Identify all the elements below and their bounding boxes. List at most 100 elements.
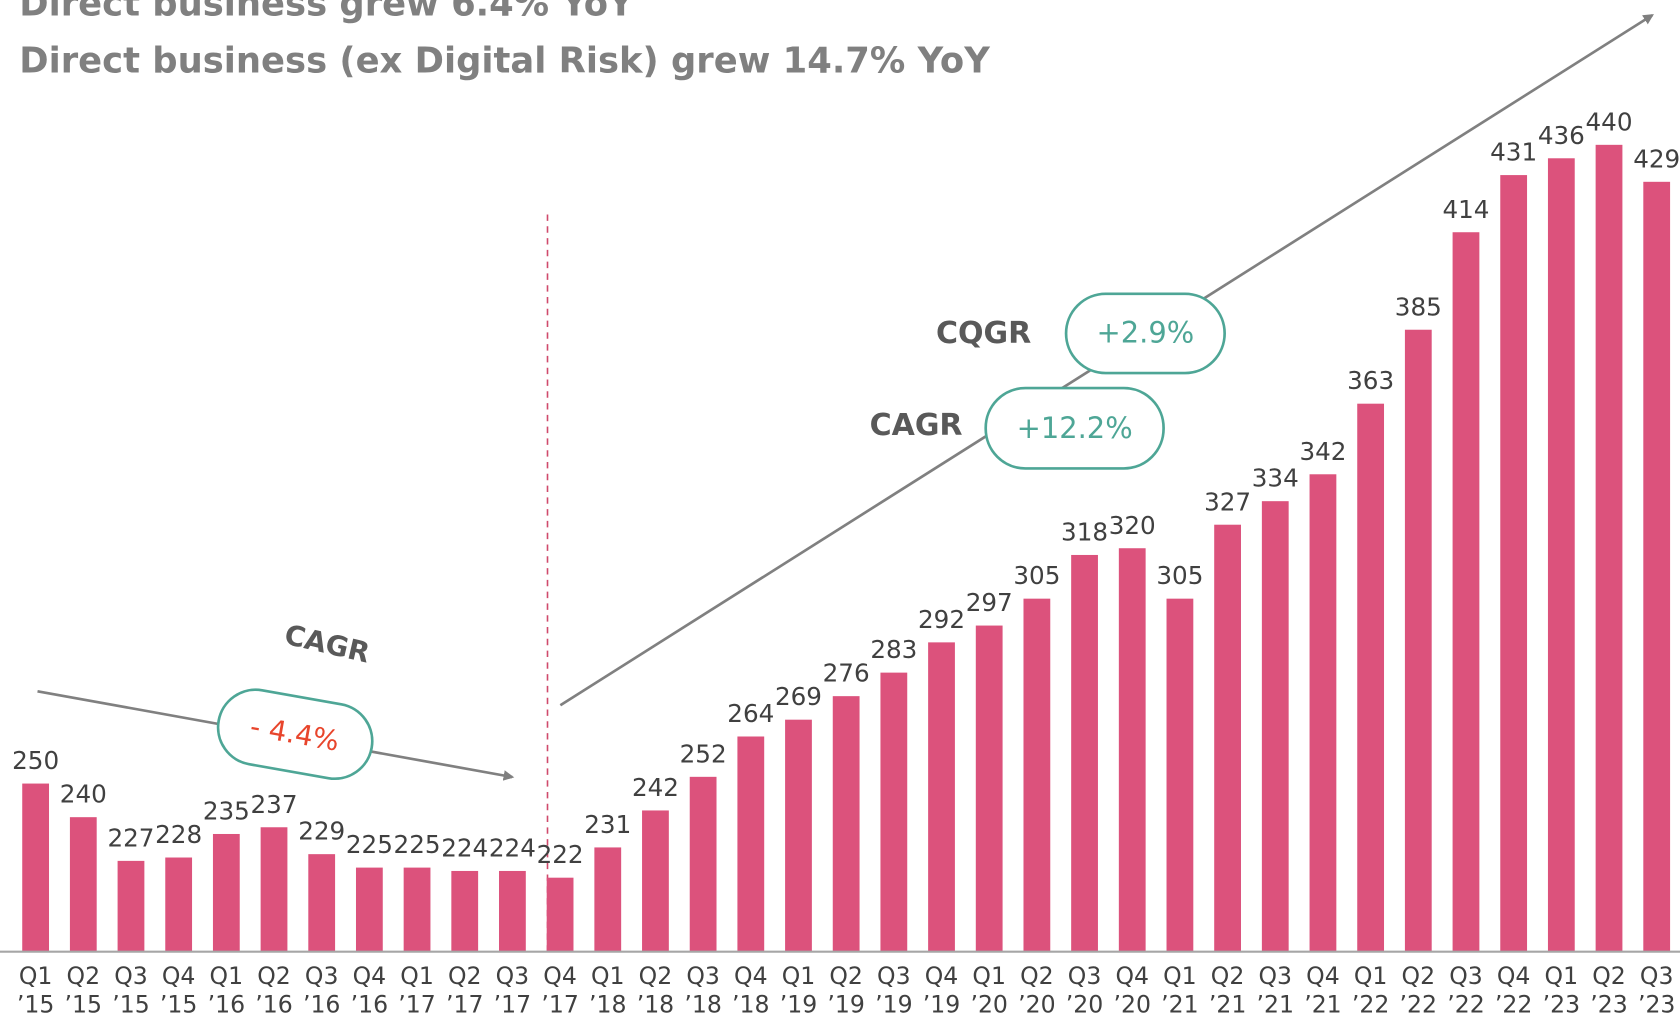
data-label: 250 xyxy=(12,746,59,775)
data-label: 429 xyxy=(1633,144,1680,173)
bar xyxy=(1166,598,1194,952)
x-tick-label: Q3 ’19 xyxy=(875,963,913,1020)
pill xyxy=(984,386,1165,470)
bar xyxy=(403,867,431,952)
data-label: 252 xyxy=(680,739,727,768)
data-label: 334 xyxy=(1252,464,1299,493)
x-tick-label: Q1 ’18 xyxy=(589,963,627,1020)
bar xyxy=(1643,181,1671,952)
x-tick-label-box: Q2 ’20 xyxy=(1018,963,1056,1020)
data-label: 224 xyxy=(441,834,488,863)
x-tick-label-box: Q2 ’23 xyxy=(1590,963,1628,1020)
data-label: 320 xyxy=(1109,511,1156,540)
x-tick-label-box: Q3 ’20 xyxy=(1065,963,1104,1020)
x-tick-label-box: Q1 ’19 xyxy=(779,963,818,1020)
x-tick-label-box: Q4 ’17 xyxy=(541,963,579,1019)
chart-subtitle: Direct business (ex Digital Risk) grew 1… xyxy=(19,40,990,81)
x-tick-label-box: Q1 ’17 xyxy=(398,963,436,1020)
data-label: 292 xyxy=(918,605,965,634)
data-label: 222 xyxy=(537,840,584,869)
x-tick-label-box: Q2 ’18 xyxy=(636,963,675,1020)
x-tick-label: Q1 ’20 xyxy=(970,963,1008,1020)
bar xyxy=(165,857,193,952)
x-tick-label: Q2 ’18 xyxy=(636,963,675,1020)
x-tick-label-box: Q2 ’16 xyxy=(255,963,293,1020)
data-label: 305 xyxy=(1013,561,1060,590)
annotation: +2.9% xyxy=(1097,316,1195,350)
bar xyxy=(928,642,955,952)
bar xyxy=(737,736,765,952)
chart-title: Direct business grew 6.4% YoY xyxy=(19,0,634,25)
bar xyxy=(642,810,669,952)
x-tick-label-box: Q1 ’21 xyxy=(1161,963,1199,1020)
bar xyxy=(546,877,574,952)
x-tick-label: Q2 ’22 xyxy=(1399,963,1438,1020)
bar xyxy=(1261,501,1289,952)
data-label: 224 xyxy=(489,834,536,863)
x-tick-label-box: Q1 ’23 xyxy=(1543,963,1581,1019)
x-tick-label-box: Q4 ’22 xyxy=(1494,963,1533,1020)
x-tick-label: Q4 ’22 xyxy=(1494,963,1533,1020)
x-tick-label-box: Q1 ’15 xyxy=(16,963,55,1020)
bar xyxy=(975,625,1003,952)
bar xyxy=(1357,403,1385,952)
pill xyxy=(1064,292,1226,375)
x-tick-label: Q2 ’16 xyxy=(255,963,293,1020)
x-tick-label: Q3 ’15 xyxy=(112,963,150,1020)
x-tick-label: Q3 ’20 xyxy=(1065,963,1104,1020)
data-label: 363 xyxy=(1347,366,1394,395)
data-label: 431 xyxy=(1490,138,1537,167)
x-tick-label: Q1 ’22 xyxy=(1351,963,1390,1020)
bar xyxy=(1118,548,1146,952)
x-tick-label: Q4 ’20 xyxy=(1113,963,1151,1020)
data-label: 231 xyxy=(584,810,631,839)
x-tick-label: Q2 ’20 xyxy=(1018,963,1056,1020)
bar xyxy=(1309,474,1337,952)
bar xyxy=(22,783,50,952)
x-tick-label: Q4 ’21 xyxy=(1304,963,1342,1020)
x-tick-label-box: Q2 ’19 xyxy=(827,963,865,1019)
bar xyxy=(451,870,479,952)
data-label: 225 xyxy=(346,830,393,859)
bar xyxy=(260,827,288,952)
bar xyxy=(1404,329,1432,952)
bar xyxy=(69,817,97,952)
bar xyxy=(355,867,383,952)
x-tick-label: Q4 ’16 xyxy=(350,963,389,1020)
annotation: +12.2% xyxy=(1017,411,1133,445)
data-label: 297 xyxy=(966,588,1013,617)
x-tick-label: Q2 ’23 xyxy=(1590,963,1628,1020)
x-tick-label: Q3 ’21 xyxy=(1256,963,1295,1020)
data-label: 414 xyxy=(1442,195,1489,224)
bar xyxy=(1595,144,1623,952)
x-tick-label: Q1 ’15 xyxy=(16,963,55,1020)
x-tick-label: Q3 ’23 xyxy=(1637,963,1676,1020)
bar xyxy=(689,776,717,952)
bar xyxy=(117,860,145,952)
x-tick-label-box: Q4 ’21 xyxy=(1304,963,1342,1020)
x-tick-label-box: Q1 ’18 xyxy=(589,963,627,1020)
bar xyxy=(1071,554,1098,952)
bar xyxy=(499,870,526,952)
x-tick-label: Q1 ’19 xyxy=(779,963,818,1020)
x-tick-label: Q1 ’21 xyxy=(1161,963,1199,1020)
x-tick-label: Q1 ’17 xyxy=(398,963,436,1020)
x-tick-label: Q3 ’18 xyxy=(684,963,722,1020)
x-tick-label-box: Q2 ’22 xyxy=(1399,963,1438,1020)
bar xyxy=(1500,175,1528,952)
x-tick-label: Q2 ’21 xyxy=(1208,963,1247,1020)
x-tick-label-box: Q3 ’18 xyxy=(684,963,722,1020)
x-tick-label-box: Q4 ’16 xyxy=(350,963,389,1020)
data-label: 269 xyxy=(775,682,822,711)
x-tick-label-box: Q4 ’20 xyxy=(1113,963,1151,1020)
x-tick-label: Q3 ’17 xyxy=(493,963,532,1020)
bar xyxy=(212,833,240,952)
x-tick-label: Q4 ’19 xyxy=(922,963,961,1020)
annotation: CAGR xyxy=(281,618,372,670)
annotation: CAGR xyxy=(870,408,963,443)
x-tick-label: Q2 ’17 xyxy=(445,963,484,1020)
pill xyxy=(216,688,374,781)
data-label: 327 xyxy=(1204,487,1251,516)
